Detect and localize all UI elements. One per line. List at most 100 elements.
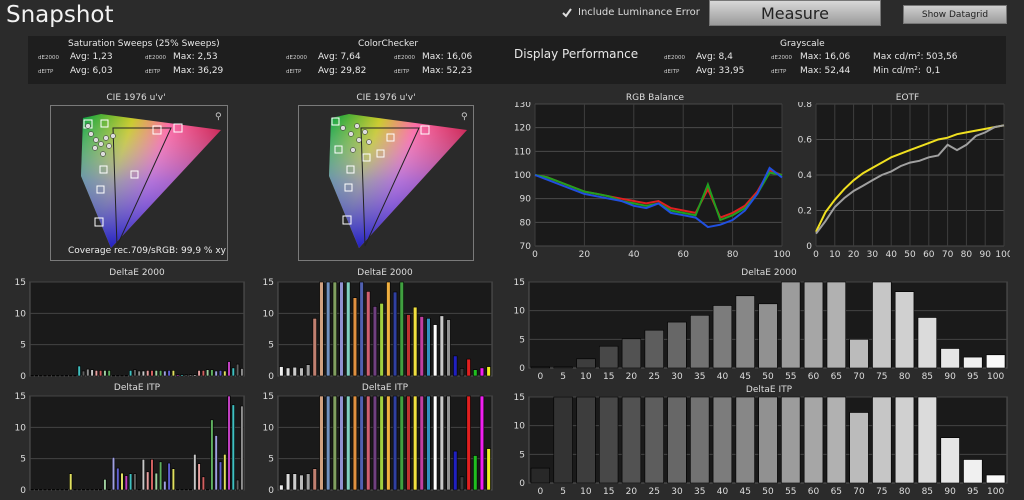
- grayscale-de2000-label: dE2000: [664, 55, 685, 61]
- bar: [299, 474, 304, 491]
- bar: [712, 305, 733, 369]
- bar: [479, 395, 485, 491]
- measure-button[interactable]: Measure: [709, 0, 881, 26]
- checkmark-icon: [562, 7, 572, 18]
- bar: [826, 396, 847, 484]
- y-tick-label: 80: [520, 218, 532, 228]
- bar: [81, 489, 86, 491]
- stats-bar: Saturation Sweeps (25% Sweeps) dE2000 Av…: [28, 36, 1006, 84]
- saturation-deitp-avg: Avg: 6,03: [70, 66, 113, 76]
- bar: [576, 396, 596, 484]
- bar: [781, 396, 801, 484]
- x-tick-label: 0: [813, 250, 819, 260]
- include-luminance-checkbox[interactable]: Include Luminance Error: [562, 7, 700, 18]
- cie-left-target: [100, 119, 109, 128]
- zoom-icon[interactable]: ⚲: [215, 112, 222, 122]
- x-tick-label: 35: [694, 487, 705, 497]
- x-tick-label: 70: [942, 250, 954, 260]
- plot-area: [29, 281, 245, 377]
- x-tick-label: 0: [532, 250, 538, 260]
- cie-right-point: [340, 125, 346, 131]
- colorchecker-deitp-avg: Avg: 29,82: [318, 66, 367, 76]
- bar: [137, 370, 141, 377]
- cie-right-point: [354, 123, 360, 129]
- grayscale-deitp-max-label: dEITP: [771, 69, 787, 75]
- bar: [184, 489, 188, 491]
- bar: [120, 375, 124, 377]
- sat-deitp-title: DeltaE ITP: [113, 383, 161, 393]
- bar: [426, 395, 431, 491]
- cie-right-target: [346, 165, 355, 174]
- zoom-icon[interactable]: ⚲: [461, 112, 468, 122]
- include-luminance-label: Include Luminance Error: [578, 7, 700, 18]
- bar: [90, 369, 94, 377]
- bar: [188, 374, 193, 377]
- bar: [553, 366, 573, 369]
- bar: [60, 489, 64, 491]
- bar: [69, 375, 73, 377]
- bar: [171, 370, 176, 377]
- series-line: [534, 166, 783, 229]
- bar: [413, 306, 418, 377]
- bar: [392, 291, 398, 377]
- y-tick-label: 100: [514, 171, 531, 181]
- bar: [159, 370, 163, 377]
- bar: [667, 321, 687, 369]
- bar: [453, 355, 458, 377]
- bar: [712, 396, 733, 484]
- bar: [94, 370, 98, 377]
- bar: [319, 281, 324, 377]
- y-tick-label: 0.4: [798, 171, 813, 181]
- bar: [107, 370, 111, 377]
- x-tick-label: 15: [603, 487, 614, 497]
- bar: [985, 474, 1006, 484]
- bar: [129, 370, 133, 377]
- bar: [86, 368, 90, 377]
- x-tick-label: 90: [979, 250, 991, 260]
- bar: [849, 338, 869, 369]
- cie-left-target: [152, 125, 162, 135]
- x-tick-label: 40: [628, 250, 640, 260]
- bar: [803, 281, 824, 369]
- cie-left-target: [173, 123, 183, 133]
- y-tick-label: 15: [15, 278, 26, 288]
- y-tick-label: 15: [514, 278, 525, 288]
- x-tick-label: 20: [626, 372, 638, 382]
- colorchecker-de2000-max-label: dE2000: [394, 55, 415, 61]
- cie-right-target: [420, 125, 430, 135]
- x-tick-label: 70: [853, 372, 865, 382]
- cie-left-point: [92, 145, 98, 151]
- series-line: [815, 124, 1005, 235]
- bar: [644, 329, 664, 369]
- grayscale-title: Grayscale: [780, 39, 825, 49]
- bar: [392, 395, 398, 491]
- bar: [985, 354, 1006, 369]
- y-tick-label: 5: [268, 341, 274, 351]
- bar: [872, 396, 892, 484]
- y-tick-label: 0: [20, 486, 26, 496]
- bar: [111, 457, 116, 491]
- bar: [621, 338, 642, 369]
- bar: [214, 435, 218, 491]
- bar: [553, 396, 573, 484]
- cie-left-point: [98, 141, 104, 147]
- bar: [453, 450, 458, 491]
- bar: [406, 395, 411, 491]
- bar: [188, 489, 193, 491]
- bar: [146, 370, 150, 377]
- colorchecker-de2000-label: dE2000: [286, 55, 307, 61]
- y-tick-label: 5: [519, 335, 525, 345]
- grayscale-de2000-max-label: dE2000: [771, 55, 792, 61]
- bar: [599, 345, 619, 369]
- bar: [332, 281, 338, 377]
- grayscale-de2000-avg: Avg: 8,4: [696, 52, 733, 62]
- bar: [64, 489, 68, 491]
- bar: [141, 370, 146, 377]
- y-tick-label: 10: [263, 309, 275, 319]
- show-datagrid-button[interactable]: Show Datagrid: [903, 5, 1007, 24]
- x-tick-label: 60: [923, 250, 935, 260]
- grayscale-deitp-label: dEITP: [664, 69, 680, 75]
- x-tick-label: 75: [876, 372, 887, 382]
- bar: [352, 297, 358, 377]
- cie-right-svg: ⚲: [329, 112, 468, 248]
